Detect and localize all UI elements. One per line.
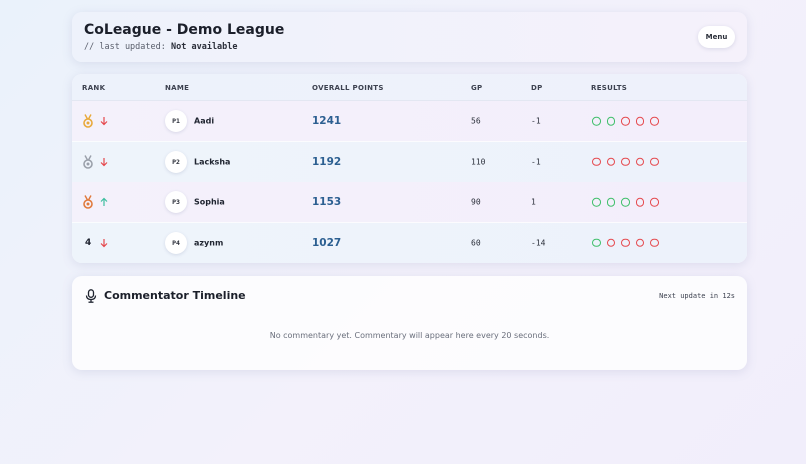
result-loss-indicator — [635, 157, 644, 166]
result-loss-indicator — [650, 197, 659, 207]
result-win-indicator — [592, 116, 601, 126]
games-played: 90 — [471, 197, 481, 207]
table-header: RANK NAME OVERALL POINTS GP DP RESULTS — [72, 74, 747, 101]
player-badge: P4 — [165, 231, 187, 254]
point-difference: 1 — [531, 197, 536, 207]
next-update-text: Next update in 12s — [659, 292, 735, 300]
trend-up-icon — [100, 197, 108, 206]
player-badge: P1 — [165, 110, 187, 132]
player-badge: P3 — [165, 191, 187, 213]
player-name[interactable]: Aadi — [194, 116, 215, 126]
commentator-panel: Commentator Timeline Next update in 12s … — [72, 276, 747, 370]
menu-button[interactable]: Menu — [698, 26, 735, 48]
result-loss-indicator — [650, 116, 659, 126]
result-win-indicator — [592, 238, 601, 247]
recent-results — [592, 197, 659, 207]
column-header-results: RESULTS — [591, 84, 628, 92]
result-loss-indicator — [621, 116, 630, 126]
overall-points: 1153 — [312, 196, 342, 208]
table-row[interactable]: P3 Sophia 1153 90 1 — [72, 182, 747, 222]
result-loss-indicator — [635, 238, 644, 247]
column-header-points[interactable]: OVERALL POINTS — [312, 84, 384, 92]
table-row[interactable]: 4 P4 azynm 1027 60 -14 — [72, 222, 747, 263]
player-name[interactable]: Sophia — [194, 197, 225, 207]
overall-points: 1027 — [312, 236, 342, 249]
last-updated-value: Not available — [171, 42, 238, 52]
trend-down-icon — [100, 157, 108, 166]
table-row[interactable]: P1 Aadi 1241 56 -1 — [72, 101, 747, 141]
result-loss-indicator — [650, 157, 659, 166]
player-name[interactable]: azynm — [194, 238, 224, 247]
point-difference: -14 — [531, 238, 546, 247]
column-header-dp[interactable]: DP — [531, 84, 543, 92]
bronze-medal-icon — [83, 195, 93, 209]
column-header-gp[interactable]: GP — [471, 84, 483, 92]
standings-table: RANK NAME OVERALL POINTS GP DP RESULTS P… — [72, 74, 747, 263]
player-name[interactable]: Lacksha — [194, 157, 231, 166]
microphone-icon — [85, 289, 97, 303]
result-loss-indicator — [606, 238, 615, 247]
commentator-title: Commentator Timeline — [104, 289, 246, 302]
trend-down-icon — [100, 117, 108, 126]
result-loss-indicator — [650, 238, 659, 247]
recent-results — [592, 157, 659, 166]
page-title: CoLeague - Demo League — [84, 22, 285, 38]
result-win-indicator — [606, 197, 615, 207]
silver-medal-icon — [83, 154, 93, 169]
result-loss-indicator — [621, 157, 630, 166]
table-row[interactable]: P2 Lacksha 1192 110 -1 — [72, 141, 747, 182]
trend-down-icon — [100, 238, 108, 247]
result-loss-indicator — [621, 238, 630, 247]
column-header-name[interactable]: NAME — [165, 84, 190, 92]
gold-medal-icon — [83, 114, 93, 128]
result-win-indicator — [592, 197, 601, 207]
rank-number: 4 — [85, 237, 92, 248]
point-difference: -1 — [531, 157, 541, 166]
league-header: CoLeague - Demo League // last updated: … — [72, 12, 747, 62]
last-updated-label: // last updated: — [84, 42, 171, 52]
result-loss-indicator — [606, 157, 615, 166]
result-loss-indicator — [592, 157, 601, 166]
overall-points: 1241 — [312, 115, 342, 127]
overall-points: 1192 — [312, 155, 342, 168]
column-header-rank[interactable]: RANK — [82, 84, 106, 92]
recent-results — [592, 116, 659, 126]
games-played: 60 — [471, 238, 481, 247]
result-win-indicator — [606, 116, 615, 126]
result-loss-indicator — [635, 197, 644, 207]
last-updated-text: // last updated: Not available — [84, 42, 238, 52]
commentary-empty-message: No commentary yet. Commentary will appea… — [269, 331, 550, 340]
result-loss-indicator — [635, 116, 644, 126]
games-played: 110 — [471, 157, 486, 166]
player-badge: P2 — [165, 150, 187, 173]
recent-results — [592, 238, 659, 247]
point-difference: -1 — [531, 116, 541, 126]
games-played: 56 — [471, 116, 481, 126]
result-win-indicator — [621, 197, 630, 207]
